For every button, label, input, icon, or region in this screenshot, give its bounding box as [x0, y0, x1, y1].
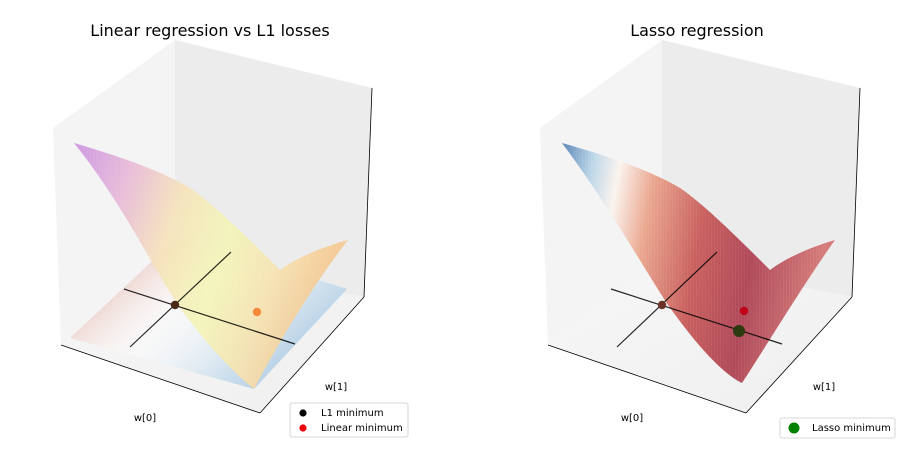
left-axis-w0: [60, 344, 261, 414]
right-linear-minimum-point: [739, 306, 749, 316]
left-axis-z: [363, 87, 373, 298]
right-legend-frame: [779, 417, 896, 439]
left-xlabel: w[0]: [134, 413, 156, 424]
right-axis-w1: [745, 296, 853, 414]
right-title: Lasso regression: [630, 21, 764, 40]
left-legend-marker-linear: [299, 424, 307, 432]
right-legend: Lasso minimum: [779, 417, 896, 439]
right-ylabel: w[1]: [813, 382, 835, 393]
left-legend-frame: [289, 402, 409, 438]
left-axis-w1: [259, 296, 365, 414]
left-w0-line: [123, 288, 296, 345]
left-w1-line: [129, 251, 232, 348]
left-legend-label-l1: L1 minimum: [321, 408, 384, 419]
left-legend: L1 minimum Linear minimum: [289, 402, 409, 438]
right-origin-point: [657, 300, 667, 310]
right-xlabel: w[0]: [621, 413, 643, 424]
left-legend-label-linear: Linear minimum: [321, 423, 403, 434]
right-axis-w0: [547, 344, 747, 414]
left-title: Linear regression vs L1 losses: [90, 21, 329, 40]
right-panel: Lasso regression w[0] w[1] Lasso minimum: [540, 21, 896, 439]
left-l1-minimum-point: [170, 300, 180, 310]
left-linear-surface-mesh: [74, 143, 348, 389]
right-w1-line: [616, 251, 718, 348]
left-ylabel: w[1]: [325, 382, 347, 393]
right-w0-line: [610, 288, 783, 345]
left-panel: Linear regression vs L1 losses w[0] w[1]…: [53, 21, 409, 438]
right-legend-marker-lasso: [788, 422, 800, 434]
right-lasso-minimum-point: [733, 325, 745, 337]
right-axis-z: [851, 87, 861, 298]
right-lasso-surface-mesh: [562, 143, 835, 383]
left-legend-marker-l1: [299, 409, 307, 417]
left-linear-minimum-point: [252, 307, 262, 317]
right-legend-label-lasso: Lasso minimum: [812, 423, 891, 434]
